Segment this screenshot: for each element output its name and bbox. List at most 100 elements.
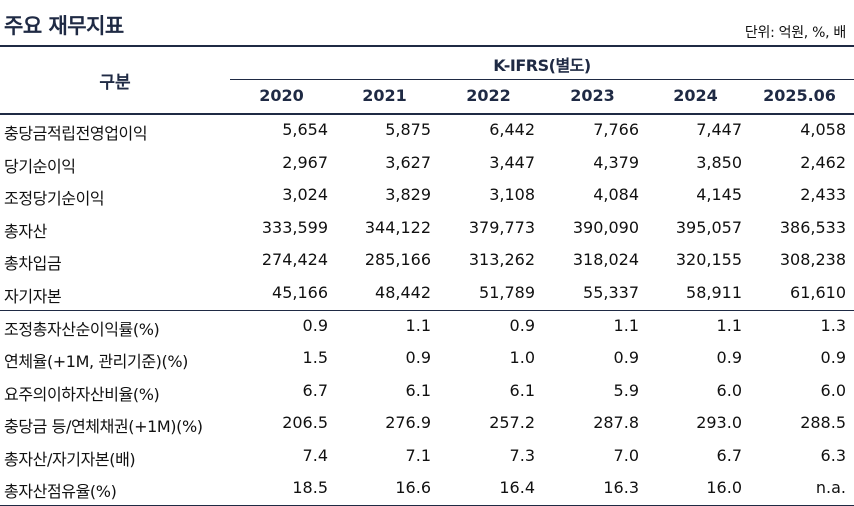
table-cell: 0.9: [509, 316, 535, 335]
table-cell: 1.5: [302, 348, 328, 367]
table-cell: 0.9: [405, 348, 431, 367]
table-cell: 4,084: [593, 185, 639, 204]
table-cell: 58,911: [686, 283, 742, 302]
table-cell: 313,262: [468, 250, 535, 269]
table-cell: 318,024: [572, 250, 639, 269]
table-cell: 285,166: [364, 250, 431, 269]
table-cell: 276.9: [385, 413, 431, 432]
table-cell: 3,850: [696, 153, 742, 172]
table-cell: 6.7: [716, 446, 742, 465]
table-cell: 333,599: [261, 218, 328, 237]
table-cell: 3,108: [489, 185, 535, 204]
header-rule: [0, 113, 854, 115]
table-row: 총자산/자기자본(배) 7.4 7.1 7.3 7.0 6.7 6.3: [0, 441, 854, 473]
table-cell: 5,875: [385, 120, 431, 139]
table-cell: 48,442: [375, 283, 431, 302]
table-cell: 4,145: [696, 185, 742, 204]
row-label: 총자산점유율(%): [4, 482, 117, 501]
table-row: 총자산 333,599 344,122 379,773 390,090 395,057 38…: [0, 213, 854, 245]
table-cell: 386,533: [779, 218, 846, 237]
table-cell: 320,155: [675, 250, 742, 269]
year-header-2023: 2023: [570, 86, 615, 105]
table-cell: 6.1: [509, 381, 535, 400]
table-cell: 61,610: [790, 283, 846, 302]
table-row: 자기자본 45,166 48,442 51,789 55,337 58,911 61,610: [0, 278, 854, 310]
table-cell: 55,337: [583, 283, 639, 302]
table-cell: 2,433: [800, 185, 846, 204]
table-cell: 274,424: [261, 250, 328, 269]
table-cell: 0.9: [716, 348, 742, 367]
table-cell: 6.7: [302, 381, 328, 400]
row-label: 총차입금: [4, 254, 62, 273]
year-header-2021: 2021: [362, 86, 407, 105]
top-rule: [0, 45, 854, 47]
table-cell: 206.5: [282, 413, 328, 432]
section-rule: [0, 310, 854, 311]
table-cell: 1.1: [716, 316, 742, 335]
table-cell: 293.0: [696, 413, 742, 432]
table-cell: 6.0: [716, 381, 742, 400]
row-label: 충당금 등/연체채권(+1M)(%): [4, 417, 203, 436]
table-row: 조정당기순이익 3,024 3,829 3,108 4,084 4,145 2,433: [0, 180, 854, 212]
table-cell: 5.9: [613, 381, 639, 400]
year-header-2020: 2020: [259, 86, 304, 105]
table-cell: 1.0: [509, 348, 535, 367]
table-cell: 6,442: [489, 120, 535, 139]
table-row: 총자산점유율(%) 18.5 16.6 16.4 16.3 16.0 n.a.: [0, 473, 854, 505]
table-cell: 3,447: [489, 153, 535, 172]
table-cell: 257.2: [489, 413, 535, 432]
table-cell: n.a.: [815, 478, 846, 497]
table-cell: 16.4: [499, 478, 535, 497]
table-cell: 0.9: [302, 316, 328, 335]
table-row: 요주의이하자산비율(%) 6.7 6.1 6.1 5.9 6.0 6.0: [0, 376, 854, 408]
table-row: 충당금 등/연체채권(+1M)(%) 206.5 276.9 257.2 287.8 29…: [0, 408, 854, 440]
row-label: 충당금적립전영업이익: [4, 124, 148, 143]
table-row: 조정총자산순이익률(%) 0.9 1.1 0.9 1.1 1.1 1.3: [0, 311, 854, 343]
table-cell: 2,967: [282, 153, 328, 172]
table-cell: 16.0: [706, 478, 742, 497]
table-cell: 6.3: [820, 446, 846, 465]
table-cell: 395,057: [675, 218, 742, 237]
table-cell: 4,058: [800, 120, 846, 139]
table-cell: 3,024: [282, 185, 328, 204]
table-cell: 7.3: [509, 446, 535, 465]
table-header-group: K-IFRS(별도): [493, 56, 591, 75]
table-cell: 51,789: [479, 283, 535, 302]
table-cell: 7.0: [613, 446, 639, 465]
table-cell: 287.8: [593, 413, 639, 432]
table-cell: 1.1: [405, 316, 431, 335]
year-header-2025-06: 2025.06: [763, 86, 836, 105]
table-cell: 4,379: [593, 153, 639, 172]
table-row: 당기순이익 2,967 3,627 3,447 4,379 3,850 2,462: [0, 148, 854, 180]
row-label: 자기자본: [4, 287, 62, 306]
row-label: 당기순이익: [4, 157, 76, 176]
page-title: 주요 재무지표: [4, 14, 124, 38]
row-label: 연체율(+1M, 관리기준)(%): [4, 352, 188, 371]
table-cell: 0.9: [613, 348, 639, 367]
table-cell: 6.0: [820, 381, 846, 400]
table-cell: 7.4: [302, 446, 328, 465]
table-cell: 16.3: [603, 478, 639, 497]
table-cell: 45,166: [272, 283, 328, 302]
table-cell: 16.6: [395, 478, 431, 497]
row-label: 요주의이하자산비율(%): [4, 385, 160, 404]
table-cell: 6.1: [405, 381, 431, 400]
table-cell: 344,122: [364, 218, 431, 237]
table-cell: 7,447: [696, 120, 742, 139]
table-cell: 3,627: [385, 153, 431, 172]
table-cell: 1.3: [820, 316, 846, 335]
table-cell: 379,773: [468, 218, 535, 237]
table-row: 총차입금 274,424 285,166 313,262 318,024 320,155 3…: [0, 245, 854, 277]
table-row: 연체율(+1M, 관리기준)(%) 1.5 0.9 1.0 0.9 0.9 0.9: [0, 343, 854, 375]
year-header-2022: 2022: [466, 86, 511, 105]
table-cell: 0.9: [820, 348, 846, 367]
table-cell: 288.5: [800, 413, 846, 432]
table-cell: 1.1: [613, 316, 639, 335]
table-cell: 18.5: [292, 478, 328, 497]
table-row: 충당금적립전영업이익 5,654 5,875 6,442 7,766 7,447 4,058: [0, 115, 854, 147]
table-cell: 390,090: [572, 218, 639, 237]
row-label: 총자산: [4, 222, 47, 241]
table-cell: 5,654: [282, 120, 328, 139]
row-label: 총자산/자기자본(배): [4, 450, 136, 469]
table-cell: 308,238: [779, 250, 846, 269]
